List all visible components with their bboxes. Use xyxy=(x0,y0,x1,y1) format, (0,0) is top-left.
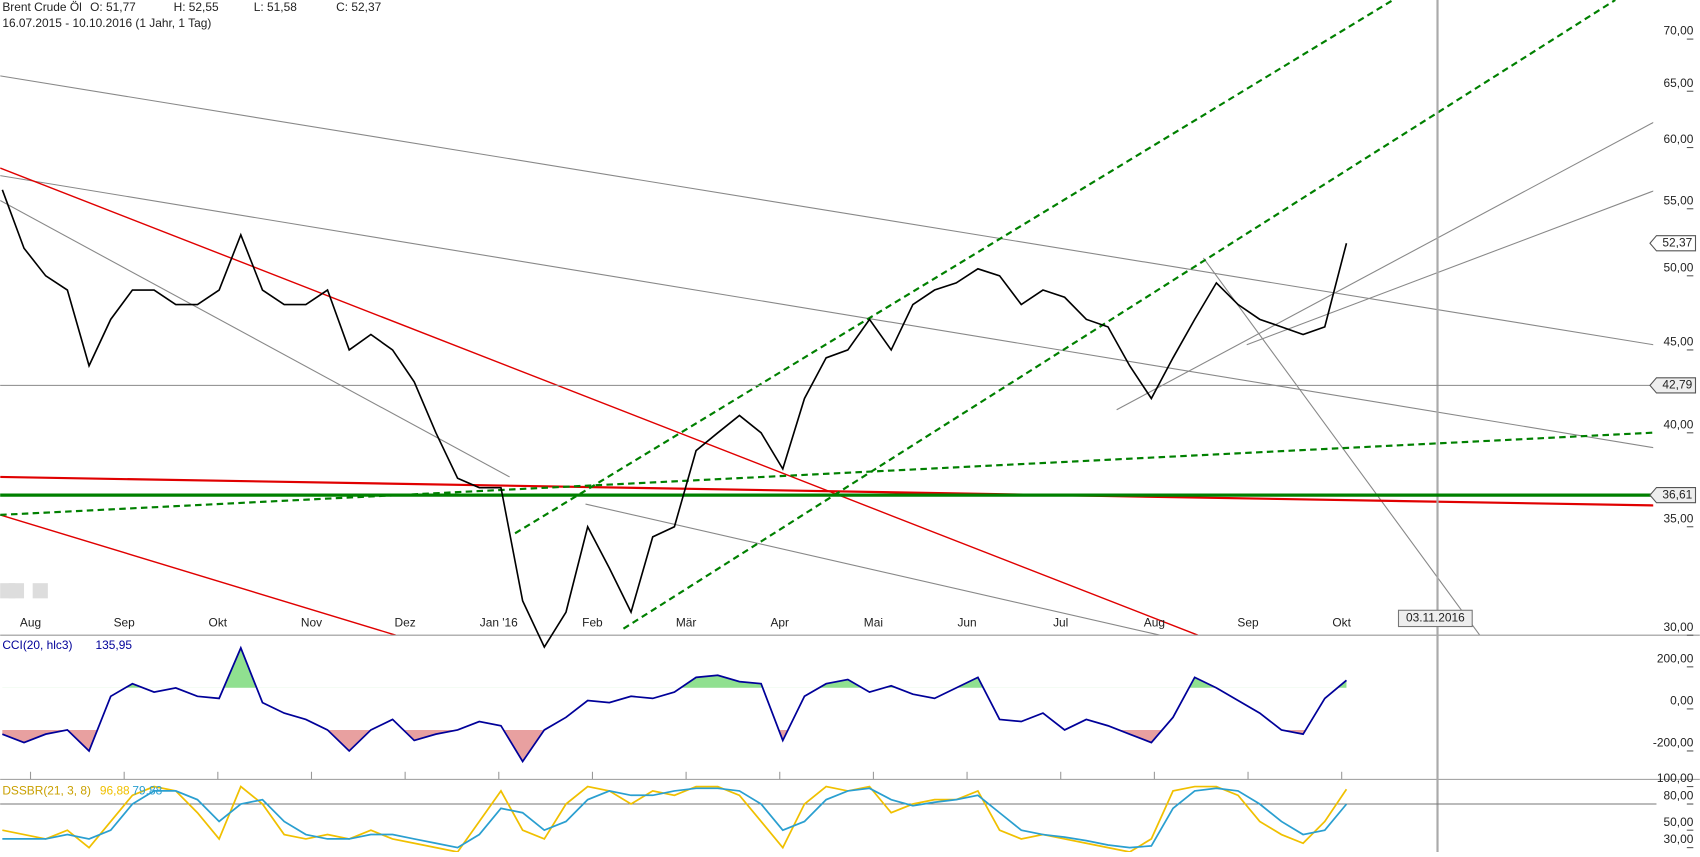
price-label: 52,37 xyxy=(1662,235,1692,249)
trend-line xyxy=(514,0,1394,535)
open: O: 51,77 xyxy=(90,0,136,14)
y-tick-label: 70,00 xyxy=(1664,24,1694,38)
trend-line xyxy=(1116,121,1654,411)
y-tick-label: 100,00 xyxy=(1657,771,1694,785)
x-tick-label: Jul xyxy=(1053,615,1068,629)
x-tick-label: Aug xyxy=(20,615,41,629)
trend-line xyxy=(0,175,1654,449)
trend-line xyxy=(0,514,397,636)
trend-line xyxy=(0,75,1654,346)
cci-area-down xyxy=(2,729,1347,762)
y-tick-label: 200,00 xyxy=(1657,651,1694,665)
price-box xyxy=(1649,377,1697,394)
x-tick-label: Apr xyxy=(770,615,789,629)
series-line xyxy=(2,787,1348,849)
series-line xyxy=(2,785,1348,853)
y-tick-label: 40,00 xyxy=(1664,417,1694,431)
y-tick-label: 0,00 xyxy=(1670,693,1694,707)
trend-line xyxy=(585,503,1161,636)
y-tick-label: 50,00 xyxy=(1664,815,1694,829)
series-line xyxy=(2,645,1348,764)
legend-entry: 79,88 xyxy=(132,783,162,797)
x-tick-label: Sep xyxy=(114,615,136,629)
y-tick-label: 80,00 xyxy=(1664,789,1694,803)
price-label: 42,79 xyxy=(1662,378,1692,392)
y-tick-label: 55,00 xyxy=(1664,193,1694,207)
cci-title: CCI(20, hlc3) xyxy=(2,638,72,652)
trend-line xyxy=(0,200,510,478)
button[interactable] xyxy=(8,583,25,599)
trend-lines xyxy=(0,0,1654,636)
y-tick-label: 65,00 xyxy=(1664,76,1694,90)
x-tick-label: Dez xyxy=(395,615,416,629)
x-tick-label: Nov xyxy=(301,615,322,629)
price-box xyxy=(1649,486,1697,504)
y-tick-label: 60,00 xyxy=(1664,132,1694,146)
y-tick-label: 30,00 xyxy=(1664,620,1694,634)
cci-last: 135,95 xyxy=(96,638,133,652)
trend-line xyxy=(0,431,1654,516)
x-tick-label: Jan '16 xyxy=(480,615,518,629)
x-tick-label: Okt xyxy=(1332,615,1351,629)
y-tick-label: -200,00 xyxy=(1653,736,1694,750)
x-tick-label: Feb xyxy=(582,615,603,629)
y-tick-label: 35,00 xyxy=(1664,511,1694,525)
y-tick-label: 50,00 xyxy=(1664,260,1694,274)
trend-line xyxy=(622,0,1616,630)
price-label: 36,61 xyxy=(1662,487,1692,501)
trend-line xyxy=(1202,257,1481,636)
instrument: Brent Crude Öl xyxy=(2,0,81,14)
x-tick-label: Aug xyxy=(1144,615,1165,629)
scroll-buttons xyxy=(0,583,48,599)
x-tick-label: Okt xyxy=(209,615,228,629)
trend-line xyxy=(1246,190,1654,346)
x-tick-label: Jun xyxy=(957,615,976,629)
close: C: 52,37 xyxy=(336,0,381,14)
date-box xyxy=(1397,609,1473,628)
y-tick-label: 30,00 xyxy=(1664,832,1694,846)
low: L: 51,58 xyxy=(254,0,297,14)
x-tick-label: Mai xyxy=(864,615,883,629)
crosshair-date: 03.11.2016 xyxy=(1406,611,1465,625)
series-line xyxy=(1,189,1348,649)
button[interactable] xyxy=(32,583,48,599)
x-tick-label: Mär xyxy=(676,615,697,629)
high: H: 52,55 xyxy=(174,0,219,14)
trend-line xyxy=(0,475,1654,507)
dss-title: DSSBR(21, 3, 8) xyxy=(2,783,91,797)
date-range: 16.07.2015 - 10.10.2016 (1 Jahr, 1 Tag) xyxy=(2,16,211,30)
x-tick-label: Sep xyxy=(1237,615,1259,629)
y-tick-label: 45,00 xyxy=(1664,335,1694,349)
legend-entry: 96,88 xyxy=(100,783,130,797)
price-box xyxy=(1649,235,1697,252)
trend-line xyxy=(0,167,1199,636)
